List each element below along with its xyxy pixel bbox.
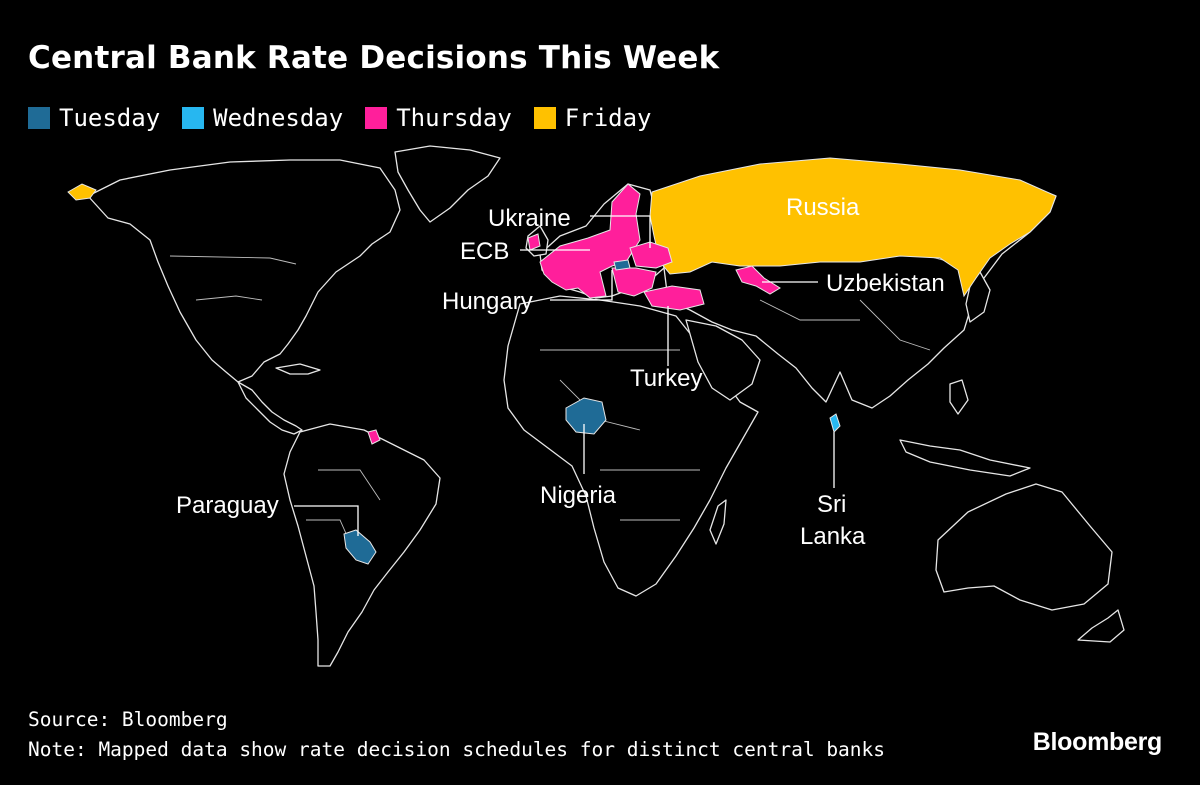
world-map: Russia Ukraine ECB Hungary Uzbekistan Tu… <box>0 140 1200 700</box>
world-map-svg: Russia Ukraine ECB Hungary Uzbekistan Tu… <box>67 145 1125 667</box>
legend-item-thursday: Thursday <box>365 104 512 132</box>
footer: Source: Bloomberg Note: Mapped data show… <box>28 705 885 765</box>
landmass-australia <box>935 483 1113 611</box>
leader-lines <box>294 215 835 536</box>
landmass-greenland <box>394 145 501 223</box>
landmass-indonesia <box>899 439 1031 477</box>
label-nigeria: Nigeria <box>540 482 617 509</box>
landmass-arabia <box>685 319 761 401</box>
methodology-note: Note: Mapped data show rate decision sch… <box>28 738 886 761</box>
label-uzbekistan: Uzbekistan <box>826 270 945 297</box>
chart-title: Central Bank Rate Decisions This Week <box>28 40 720 76</box>
region-ireland <box>527 233 541 251</box>
landmass-africa <box>503 295 759 597</box>
landmass-north-america <box>87 159 401 383</box>
region-russia <box>649 157 1057 298</box>
landmass-new-zealand <box>1077 609 1125 643</box>
legend-swatch-thursday <box>365 107 388 129</box>
landmass-caribbean <box>275 363 321 375</box>
region-nigeria <box>565 397 607 435</box>
region-alaska-yellow <box>67 183 97 201</box>
bloomberg-logo: Bloomberg <box>1032 728 1163 756</box>
landmass-madagascar <box>709 499 727 545</box>
label-ecb: ECB <box>460 238 509 265</box>
landmass-central-america <box>237 381 303 435</box>
label-russia: Russia <box>786 194 860 221</box>
label-paraguay: Paraguay <box>176 492 279 519</box>
leader-hungary <box>550 270 613 301</box>
source-note: Source: Bloomberg <box>28 708 228 731</box>
region-sri-lanka <box>829 413 841 433</box>
legend: Tuesday Wednesday Thursday Friday <box>28 104 674 132</box>
legend-item-wednesday: Wednesday <box>182 104 343 132</box>
legend-label-tuesday: Tuesday <box>59 104 161 132</box>
legend-label-thursday: Thursday <box>396 104 512 132</box>
region-balkans <box>611 267 657 297</box>
legend-swatch-friday <box>533 107 556 129</box>
legend-item-friday: Friday <box>533 104 652 132</box>
label-hungary: Hungary <box>442 288 533 315</box>
legend-item-tuesday: Tuesday <box>28 104 160 132</box>
legend-label-wednesday: Wednesday <box>213 104 344 132</box>
region-french-guiana <box>367 429 381 445</box>
region-hungary <box>613 259 631 271</box>
landmass-philippines <box>949 379 969 415</box>
label-turkey: Turkey <box>630 365 702 392</box>
legend-swatch-wednesday <box>182 107 205 129</box>
legend-swatch-tuesday <box>28 107 50 129</box>
region-uzbekistan <box>735 265 781 295</box>
label-sri: Sri <box>817 491 846 518</box>
region-turkey <box>643 285 705 311</box>
label-lanka: Lanka <box>800 523 866 550</box>
legend-label-friday: Friday <box>564 104 652 132</box>
leader-paraguay <box>294 505 359 536</box>
leader-ukraine <box>590 215 651 248</box>
label-ukraine: Ukraine <box>488 205 571 232</box>
